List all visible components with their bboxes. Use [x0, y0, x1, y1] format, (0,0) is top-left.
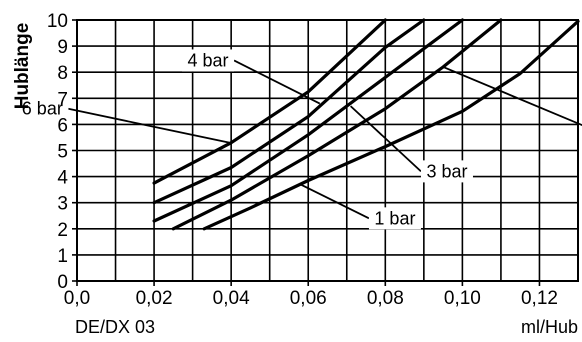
series-line-2-bar — [171, 18, 503, 231]
y-axis-title: Hublänge — [12, 23, 33, 110]
x-tick-label: 0,04 — [213, 288, 250, 309]
series-label-background — [420, 160, 473, 183]
leader-line-1-bar — [300, 183, 370, 220]
series-label-1-bar: 1 bar — [374, 208, 415, 228]
y-tick-label: 4 — [57, 168, 68, 189]
y-tick-label: 10 — [47, 11, 68, 32]
series-line-4-bar — [152, 18, 426, 205]
y-tick-label: 3 — [57, 194, 68, 215]
series-label-background — [368, 207, 421, 230]
series-label-background — [16, 97, 69, 120]
y-tick-label: 5 — [57, 142, 68, 163]
x-tick-label: 0,10 — [444, 288, 481, 309]
series-layer — [152, 18, 580, 231]
leader-line-3-bar — [350, 105, 422, 173]
leader-line-4-bar — [233, 59, 321, 105]
x-tick-label: 0,0 — [64, 288, 90, 309]
y-tick-label: 9 — [57, 37, 68, 58]
x-tick-label: 0,02 — [136, 288, 173, 309]
x-axis-title: ml/Hub — [521, 317, 578, 337]
series-line-1-bar — [202, 19, 580, 231]
x-tick-label: 0,12 — [521, 288, 558, 309]
tick-layer: 0,0 0,02 0,04 0,06 0,08 0,10 0,12 0 1 2 3 4 5 6 7 8 9 10 — [47, 11, 558, 309]
y-tick-label: 8 — [57, 63, 68, 84]
grid — [76, 19, 579, 282]
series-line-3-bar — [152, 18, 464, 223]
x-tick-label: 0,06 — [290, 288, 327, 309]
y-tick-label: 6 — [57, 115, 68, 136]
y-tick-label: 1 — [57, 246, 68, 267]
leader-line-6-bar — [68, 107, 230, 144]
y-tick-label: 0 — [57, 272, 68, 293]
series-label-4-bar: 4 bar — [188, 50, 229, 70]
series-label-3-bar: 3 bar — [426, 161, 467, 181]
y-tick-label: 2 — [57, 220, 68, 241]
y-tick-label: 7 — [57, 89, 68, 110]
series-line-6-bar — [152, 18, 387, 185]
series-label-6-bar: 6 bar — [22, 99, 63, 119]
series-label-background — [182, 49, 235, 72]
footer-left-label: DE/DX 03 — [75, 317, 155, 337]
leader-line-2-bar — [442, 66, 582, 127]
x-tick-label: 0,08 — [367, 288, 404, 309]
